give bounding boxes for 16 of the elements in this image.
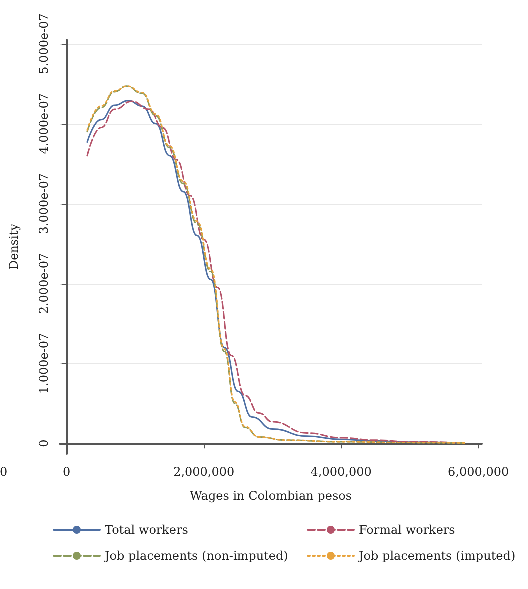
y-tick-label: 5.000e-07 — [37, 14, 51, 74]
x-axis-title: Wages in Colombian pesos — [190, 489, 352, 503]
y-tick-label: 1.000e-07 — [37, 333, 51, 394]
y-axis-title: Density — [7, 224, 21, 270]
x-tick-label: 2,000,000 — [174, 465, 235, 479]
y-tick-label: 3.000e-07 — [37, 173, 51, 234]
legend-label: Job placements (non-imputed) — [103, 549, 288, 563]
y-tick-label: 4.000e-07 — [37, 94, 51, 154]
y-tick-label: 2.000e-07 — [37, 253, 51, 314]
y-tick-label: 0 — [37, 440, 51, 448]
legend-label: Formal workers — [359, 523, 456, 537]
legend-label: Total workers — [105, 523, 188, 537]
x-tick-label: 4,000,000 — [310, 465, 372, 479]
legend-label: Job placements (imputed) — [357, 549, 516, 563]
x-tick-label: 6,000,000 — [448, 465, 510, 479]
x-tick-label: 0 — [63, 465, 71, 479]
